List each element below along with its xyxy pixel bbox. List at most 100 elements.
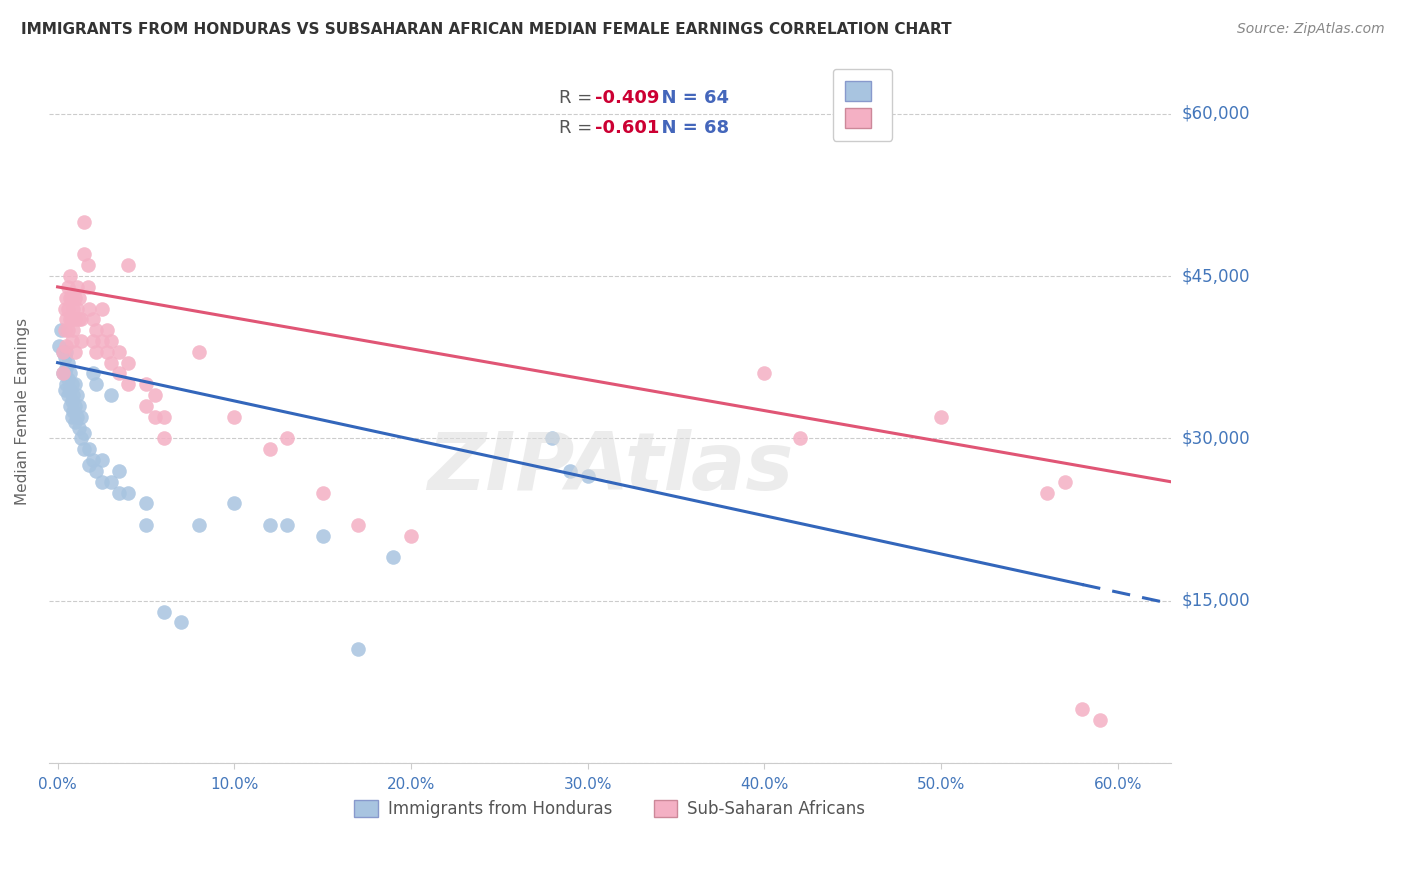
- Text: -0.601: -0.601: [595, 119, 659, 136]
- Point: [69, 432, 91, 446]
- Point: [53, 351, 76, 365]
- Point: [79, 442, 101, 457]
- Point: [65, 291, 87, 305]
- Point: [259, 518, 281, 533]
- Point: [59, 367, 82, 381]
- Text: $15,000: $15,000: [1182, 591, 1250, 610]
- Point: [311, 485, 333, 500]
- Point: [929, 409, 952, 424]
- Point: [60, 393, 83, 408]
- Point: [52, 344, 75, 359]
- Point: [67, 420, 90, 434]
- Point: [56, 301, 79, 316]
- Text: IMMIGRANTS FROM HONDURAS VS SUBSAHARAN AFRICAN MEDIAN FEMALE EARNINGS CORRELATIO: IMMIGRANTS FROM HONDURAS VS SUBSAHARAN A…: [21, 22, 952, 37]
- Point: [69, 409, 91, 424]
- Point: [86, 377, 108, 392]
- Point: [56, 323, 79, 337]
- Point: [558, 464, 581, 478]
- Point: [55, 377, 77, 392]
- Point: [60, 409, 83, 424]
- Point: [1053, 475, 1076, 489]
- Point: [49, 323, 72, 337]
- Point: [53, 383, 76, 397]
- Point: [100, 356, 122, 370]
- Point: [66, 388, 89, 402]
- Point: [53, 323, 76, 337]
- Point: [135, 518, 157, 533]
- Point: [1071, 702, 1094, 716]
- Point: [108, 367, 131, 381]
- Text: R =: R =: [560, 119, 605, 136]
- Point: [276, 432, 298, 446]
- Point: [108, 485, 131, 500]
- Point: [152, 409, 174, 424]
- Point: [55, 312, 77, 326]
- Point: [117, 258, 139, 272]
- Point: [170, 615, 193, 630]
- Point: [62, 323, 84, 337]
- Point: [82, 453, 104, 467]
- Point: [52, 367, 75, 381]
- Point: [59, 383, 82, 397]
- Point: [60, 334, 83, 348]
- Point: [143, 388, 166, 402]
- Point: [59, 312, 82, 326]
- Point: [67, 312, 90, 326]
- Point: [276, 518, 298, 533]
- Point: [65, 377, 87, 392]
- Point: [100, 334, 122, 348]
- Point: [86, 464, 108, 478]
- Point: [96, 344, 118, 359]
- Point: [55, 339, 77, 353]
- Point: [108, 344, 131, 359]
- Point: [79, 458, 101, 473]
- Point: [55, 291, 77, 305]
- Point: [52, 344, 75, 359]
- Point: [576, 469, 599, 483]
- Point: [108, 464, 131, 478]
- Point: [60, 291, 83, 305]
- Text: R =: R =: [560, 89, 598, 107]
- Point: [73, 442, 96, 457]
- Point: [152, 432, 174, 446]
- Text: ZIPAtlas: ZIPAtlas: [426, 429, 793, 507]
- Point: [56, 372, 79, 386]
- Legend: Immigrants from Honduras, Sub-Saharan Africans: Immigrants from Honduras, Sub-Saharan Af…: [347, 794, 872, 825]
- Point: [60, 312, 83, 326]
- Text: $60,000: $60,000: [1182, 104, 1250, 123]
- Point: [73, 247, 96, 261]
- Point: [59, 291, 82, 305]
- Point: [347, 642, 370, 657]
- Point: [224, 409, 246, 424]
- Point: [65, 344, 87, 359]
- Point: [82, 334, 104, 348]
- Text: N = 64: N = 64: [650, 89, 728, 107]
- Point: [117, 356, 139, 370]
- Text: $45,000: $45,000: [1182, 267, 1250, 285]
- Point: [382, 550, 405, 565]
- Point: [117, 377, 139, 392]
- Point: [86, 323, 108, 337]
- Point: [67, 291, 90, 305]
- Point: [82, 312, 104, 326]
- Point: [79, 301, 101, 316]
- Point: [347, 518, 370, 533]
- Point: [53, 301, 76, 316]
- Text: N = 68: N = 68: [650, 119, 730, 136]
- Y-axis label: Median Female Earnings: Median Female Earnings: [15, 318, 30, 505]
- Text: -0.409: -0.409: [595, 89, 659, 107]
- Point: [90, 334, 112, 348]
- Point: [100, 475, 122, 489]
- Point: [259, 442, 281, 457]
- Point: [55, 361, 77, 376]
- Point: [789, 432, 811, 446]
- Point: [187, 518, 209, 533]
- Point: [82, 367, 104, 381]
- Point: [52, 367, 75, 381]
- Point: [96, 323, 118, 337]
- Point: [65, 415, 87, 429]
- Point: [65, 312, 87, 326]
- Point: [1036, 485, 1059, 500]
- Point: [76, 280, 98, 294]
- Point: [56, 356, 79, 370]
